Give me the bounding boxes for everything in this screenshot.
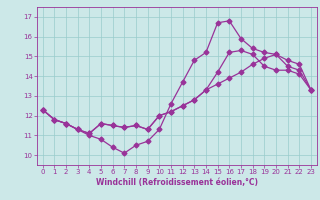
X-axis label: Windchill (Refroidissement éolien,°C): Windchill (Refroidissement éolien,°C) xyxy=(96,178,258,187)
